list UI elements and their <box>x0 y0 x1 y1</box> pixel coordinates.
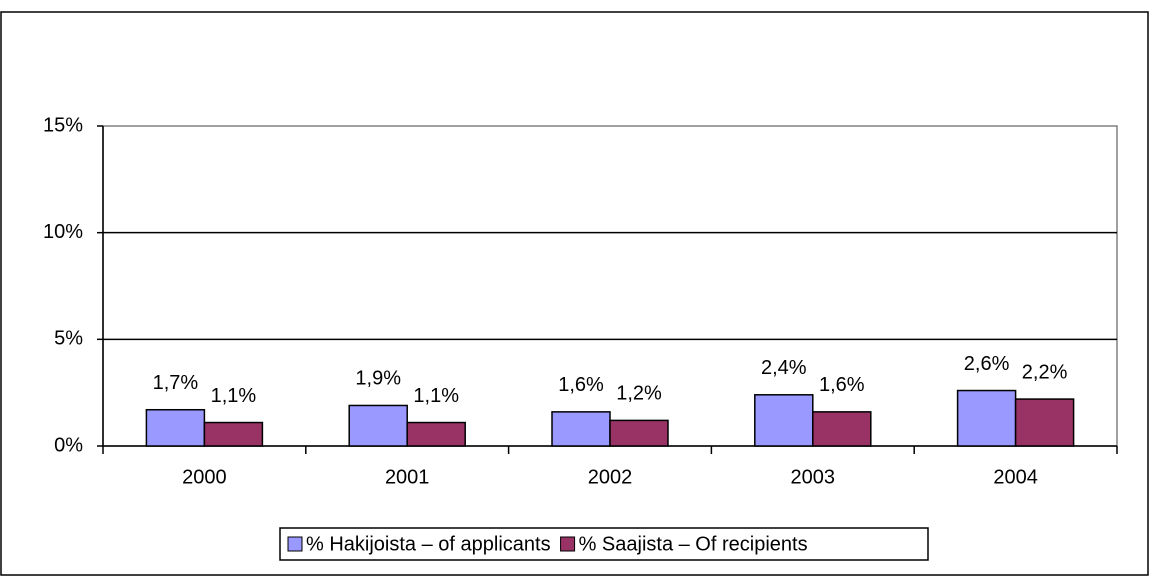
data-label: 1,7% <box>153 372 199 394</box>
data-label: 1,2% <box>616 383 662 405</box>
data-label: 2,6% <box>964 353 1010 375</box>
legend-box <box>279 527 929 561</box>
bar <box>1014 398 1075 447</box>
x-tick-label: 2002 <box>588 466 633 488</box>
x-tick-label: 2004 <box>993 466 1038 488</box>
bar <box>609 419 669 447</box>
legend-swatch <box>287 536 303 552</box>
x-tick-label: 2001 <box>385 466 430 488</box>
bar <box>956 389 1017 447</box>
bar <box>551 411 611 447</box>
bar <box>754 394 814 447</box>
bar <box>812 411 872 447</box>
y-tick-label: 10% <box>43 221 83 243</box>
y-tick-label: 0% <box>54 434 83 456</box>
legend-swatch <box>560 536 576 552</box>
data-label: 1,6% <box>819 374 865 396</box>
x-tick-label: 2003 <box>791 466 836 488</box>
data-label: 1,1% <box>413 385 459 407</box>
y-tick-label: 5% <box>54 328 83 350</box>
plot-area <box>102 125 1118 447</box>
data-label: 1,9% <box>355 368 401 390</box>
data-label: 2,4% <box>761 357 807 379</box>
data-label: 1,1% <box>211 385 257 407</box>
data-label: 1,6% <box>558 374 604 396</box>
legend-label: % Hakijoista – of applicants <box>306 533 551 555</box>
bar <box>406 421 466 447</box>
bar <box>348 404 408 447</box>
x-tick-label: 2000 <box>182 466 227 488</box>
legend-label: % Saajista – Of recipients <box>579 533 808 555</box>
bar <box>203 421 264 447</box>
y-tick-label: 15% <box>43 114 83 136</box>
bar <box>145 408 206 447</box>
data-label: 2,2% <box>1022 361 1068 383</box>
